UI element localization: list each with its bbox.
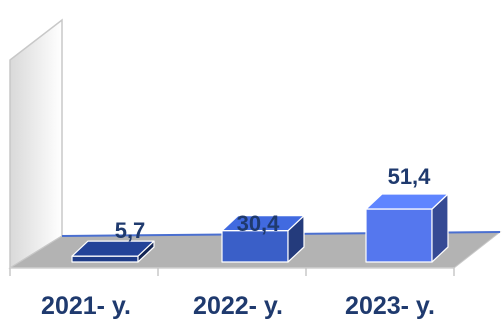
data-label-2023: 51,4 [388,164,432,189]
bar-top-face [71,240,155,257]
bar-top-face [221,215,305,232]
data-label-2022: 30,4 [237,211,281,236]
category-label-2023: 2023- y. [345,292,435,320]
bar-series [71,193,449,263]
bar-2022 [221,215,305,263]
category-label-2022: 2022- y. [193,292,283,320]
data-label-2021: 5,7 [115,218,146,243]
bar-front-face [365,208,433,263]
bar-front-face [71,255,139,263]
bar-2021 [71,240,155,263]
bar-top-face [365,193,449,210]
back-wall [9,18,63,270]
category-label-2021: 2021- y. [41,292,131,320]
bar-2023 [365,193,449,263]
